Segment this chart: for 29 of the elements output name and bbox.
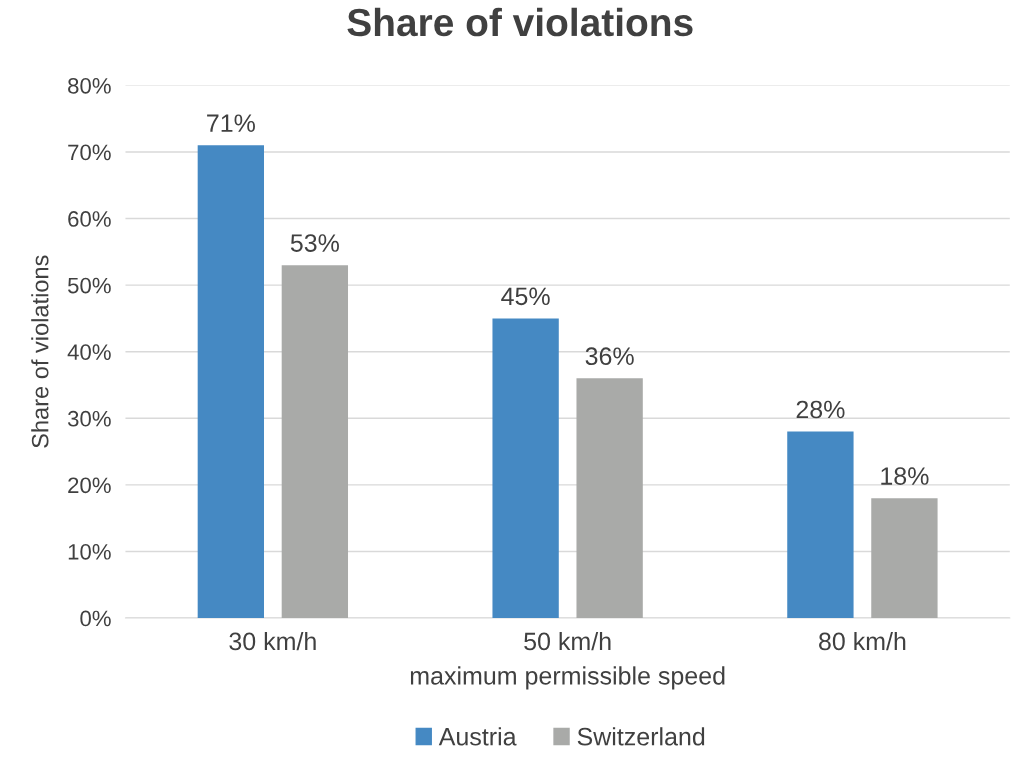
y-tick-label: 50% <box>67 277 111 294</box>
x-tick-label: 50 km/h <box>524 631 611 651</box>
y-axis-title: Share of violations <box>31 255 49 448</box>
data-label: 71% <box>207 114 255 132</box>
data-label: 18% <box>881 467 929 485</box>
data-label: 45% <box>501 287 550 306</box>
bar <box>576 378 643 619</box>
data-label: 53% <box>290 234 339 252</box>
bar <box>492 318 559 619</box>
y-tick-label: 40% <box>67 344 111 360</box>
x-tick-label: 30 km/h <box>229 631 316 651</box>
y-tick-label: 60% <box>68 211 111 227</box>
y-tick-label: 10% <box>68 543 111 560</box>
x-tick-label: 80 km/h <box>819 631 906 651</box>
y-tick-label: 80% <box>68 77 111 94</box>
y-tick-label: 20% <box>68 477 111 494</box>
data-label: 36% <box>585 347 634 366</box>
legend-label: Austria <box>438 727 517 746</box>
x-axis-title: maximum permissible speed <box>410 666 725 690</box>
y-tick-label: 30% <box>67 410 111 427</box>
bar <box>871 498 938 619</box>
chart-title: Share of violations <box>347 7 693 37</box>
bar <box>281 265 349 619</box>
bar <box>197 145 265 619</box>
bar <box>787 431 854 619</box>
data-label: 28% <box>796 400 845 419</box>
y-tick-label: 70% <box>68 144 111 161</box>
legend-label: Switzerland <box>577 727 705 746</box>
y-tick-label: 0% <box>80 610 111 627</box>
